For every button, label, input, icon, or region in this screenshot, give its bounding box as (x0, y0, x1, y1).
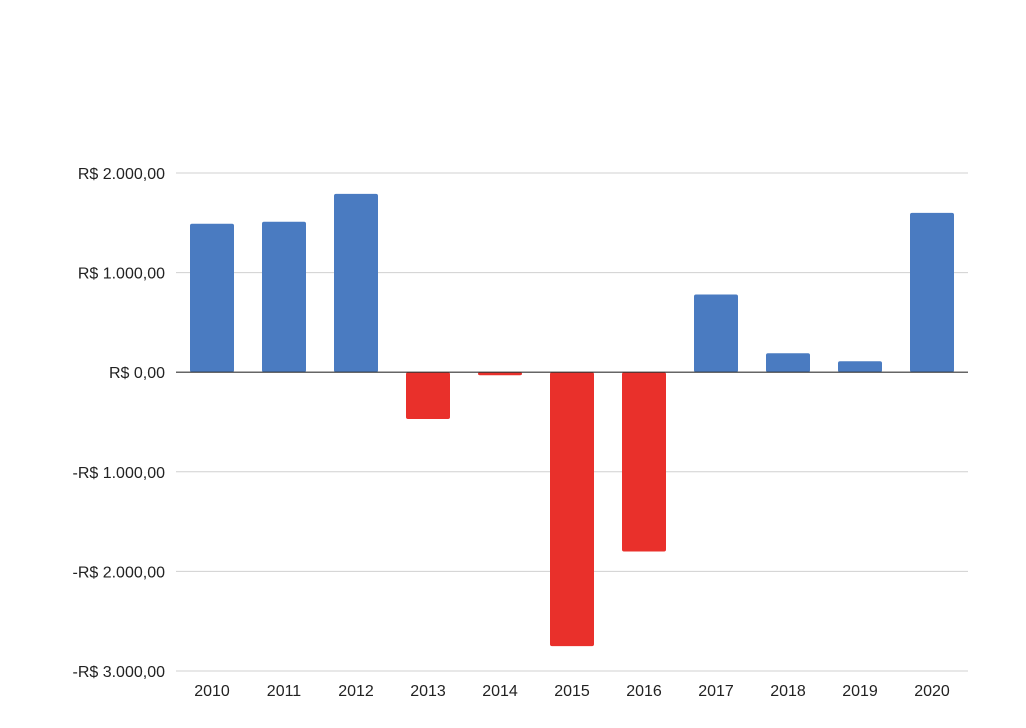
y-tick-label: R$ 0,00 (109, 365, 165, 382)
x-tick-label: 2016 (626, 683, 662, 700)
bar-2013 (406, 372, 450, 420)
bar-2020 (910, 212, 954, 373)
bar-2011 (262, 221, 306, 373)
bar-2015 (550, 372, 594, 647)
y-tick-label: -R$ 1.000,00 (72, 465, 165, 482)
bars (190, 193, 954, 647)
y-tick-label: R$ 1.000,00 (78, 266, 165, 283)
bar-2017 (694, 294, 738, 373)
bar-2014 (478, 372, 522, 376)
x-tick-label: 2011 (267, 683, 302, 700)
y-axis-tick-labels: R$ 2.000,00 R$ 1.000,00 R$ 0,00 -R$ 1.000,0… (72, 166, 165, 681)
x-tick-label: 2013 (410, 683, 446, 700)
x-tick-label: 2012 (338, 683, 374, 700)
y-tick-label: -R$ 3.000,00 (72, 664, 165, 681)
x-tick-label: 2017 (698, 683, 734, 700)
bar-2018 (766, 353, 810, 373)
x-tick-label: 2010 (194, 683, 230, 700)
x-axis-tick-labels: 2010 2011 2012 2013 2014 2015 2016 2017 2018 2019… (194, 683, 950, 700)
x-tick-label: 2015 (554, 683, 590, 700)
y-tick-label: R$ 2.000,00 (78, 166, 165, 183)
x-tick-label: 2018 (770, 683, 806, 700)
x-tick-label: 2020 (914, 683, 950, 700)
x-tick-label: 2014 (482, 683, 518, 700)
bar-2012 (334, 193, 378, 373)
bar-2016 (622, 372, 666, 552)
bar-2019 (838, 361, 882, 373)
bar-2010 (190, 223, 234, 373)
x-tick-label: 2019 (842, 683, 878, 700)
y-tick-label: -R$ 2.000,00 (72, 564, 165, 581)
